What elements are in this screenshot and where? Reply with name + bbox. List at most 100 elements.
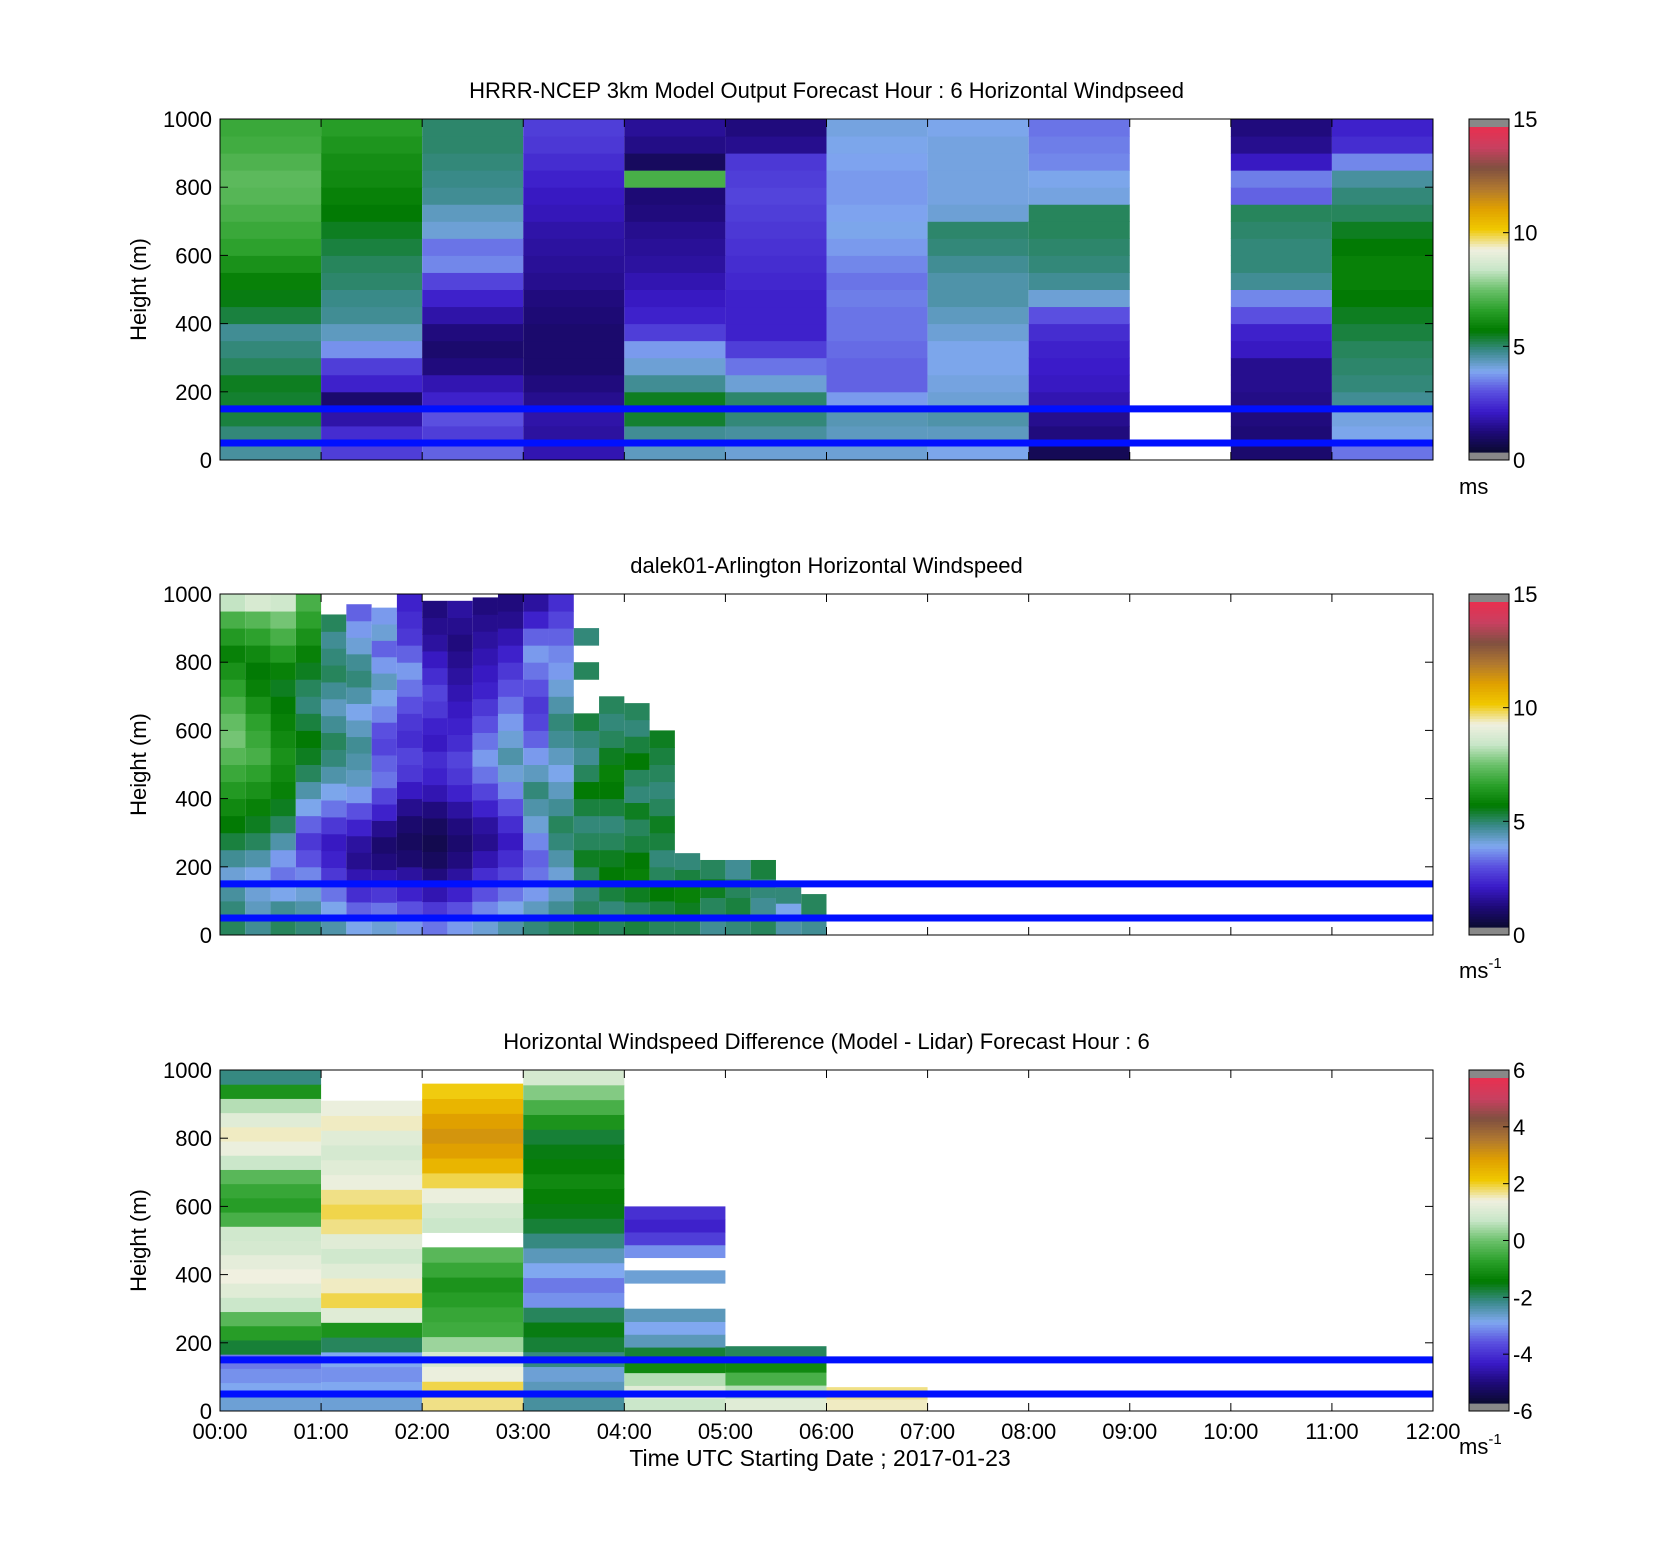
heatmap-cell [1230, 357, 1332, 376]
heatmap-cell [523, 781, 549, 800]
heatmap-cell [523, 628, 549, 646]
heatmap-cell [422, 1306, 524, 1323]
heatmap-cell [245, 815, 271, 834]
heatmap-cell [1230, 340, 1332, 359]
heatmap-cell [573, 628, 600, 646]
colorbar-segment [1469, 1235, 1509, 1239]
heatmap-cell [624, 1206, 726, 1220]
heatmap-cell [422, 684, 448, 702]
heatmap-cell [573, 798, 600, 817]
heatmap-cell [649, 781, 675, 800]
heatmap-cell [321, 1337, 423, 1353]
heatmap-cell [321, 918, 347, 936]
heatmap-cell [1230, 170, 1332, 188]
colorbar-segment [1469, 1180, 1509, 1185]
heatmap-cell [346, 736, 372, 754]
colorbar-segment [1469, 848, 1509, 852]
colorbar-segment [1469, 1140, 1509, 1144]
heatmap-cell [649, 866, 675, 885]
colorbar-segment [1469, 246, 1509, 250]
heatmap-cell [472, 901, 498, 919]
colorbar-segment [1469, 1254, 1509, 1258]
heatmap-cell [472, 833, 498, 852]
y-tick-label: 200 [175, 380, 212, 405]
colorbar-tick-label: -4 [1513, 1342, 1533, 1367]
colorbar-segment [1469, 1362, 1509, 1366]
heatmap-cell [497, 900, 524, 919]
colorbar-segment [1469, 194, 1509, 199]
heatmap-cell [927, 408, 1029, 427]
heatmap-cell [624, 204, 726, 222]
heatmap-cell [523, 747, 549, 765]
heatmap-cells [220, 119, 1433, 461]
colorbar-segment [1469, 281, 1509, 285]
colorbar-segment [1469, 1354, 1509, 1358]
heatmap-cell [826, 340, 928, 359]
heatmap-cell [750, 897, 776, 917]
colorbar-unit: ms [1459, 474, 1488, 499]
heatmap-cell [1331, 442, 1433, 461]
heatmap-cell [548, 645, 574, 663]
colorbar-segment [1469, 1365, 1509, 1369]
heatmap-cell [220, 832, 246, 851]
heatmap-cell [295, 849, 322, 868]
heatmap-cell [422, 1396, 524, 1412]
x-tick-label: 11:00 [1305, 1419, 1358, 1444]
colorbar-tick-label: 5 [1513, 334, 1525, 359]
heatmap-cell [396, 849, 423, 868]
heatmap-cell [220, 323, 322, 342]
heatmap-cell [1331, 425, 1433, 444]
heatmap-cell [220, 1297, 322, 1313]
heatmap-cell [523, 730, 549, 748]
colorbar-segment [1469, 349, 1509, 353]
heatmap-cell [674, 853, 701, 871]
heatmap-cell [523, 408, 625, 427]
heatmap-cell [523, 374, 625, 393]
heatmap-cell [548, 917, 574, 936]
heatmap-cell [725, 442, 827, 461]
heatmap-cell [371, 640, 397, 658]
colorbar-segment [1469, 259, 1509, 264]
colorbar-segment [1469, 137, 1509, 142]
x-tick-label: 02:00 [395, 1419, 450, 1444]
heatmap-cell [472, 918, 498, 936]
heatmap-cell [422, 751, 448, 769]
colorbar-segment [1469, 435, 1509, 440]
heatmap-cell [422, 1262, 524, 1278]
colorbar-segment [1469, 645, 1509, 649]
x-tick-label: 03:00 [496, 1419, 551, 1444]
heatmap-cell [927, 340, 1029, 359]
colorbar-segment [1469, 1394, 1509, 1399]
heatmap-cell [422, 1321, 524, 1338]
heatmap-cell [826, 391, 928, 410]
colorbar-segment [1469, 297, 1509, 301]
colorbar-segment [1469, 778, 1509, 782]
colorbar-segment [1469, 1256, 1509, 1261]
heatmap-cell [472, 732, 498, 750]
heatmap-cell [321, 1292, 423, 1309]
heatmap-cell [1028, 289, 1130, 308]
heatmap-cell [270, 849, 296, 868]
colorbar-segment [1469, 1305, 1509, 1309]
y-tick-label: 400 [175, 1263, 212, 1288]
heatmap-cell [220, 645, 246, 663]
heatmap-cell [422, 391, 524, 410]
colorbar-segment [1469, 1202, 1509, 1206]
heatmap-cell [472, 816, 498, 835]
heatmap-cell [573, 662, 600, 680]
heatmap-cell [396, 781, 423, 800]
heatmap-cell [321, 1278, 423, 1294]
colorbar-segment [1469, 683, 1509, 687]
colorbar-segment [1469, 726, 1509, 730]
heatmap-cell [422, 650, 448, 669]
colorbar-segment [1469, 1400, 1509, 1404]
heatmap-cell [624, 323, 726, 342]
heatmap-cell [599, 764, 625, 783]
heatmap-cell [220, 170, 322, 188]
colorbar-segment [1469, 175, 1509, 180]
heatmap-cell [826, 442, 928, 461]
heatmap-cell [523, 764, 549, 783]
colorbar-segment [1469, 422, 1509, 426]
colorbar-segment [1469, 677, 1509, 682]
heatmap-cell [674, 885, 701, 903]
